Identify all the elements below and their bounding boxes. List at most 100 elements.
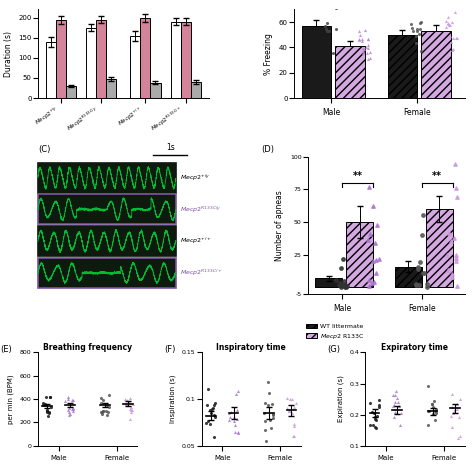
Point: [69, 396, 77, 403]
Point: [290, 422, 298, 429]
Point: [416, 258, 424, 266]
Point: [357, 31, 365, 39]
Point: [451, 405, 459, 413]
Point: [100, 407, 107, 415]
Point: [262, 438, 269, 445]
Point: [419, 212, 427, 219]
Bar: [38, 226, 176, 256]
Point: [325, 27, 333, 35]
Bar: [315, 278, 342, 287]
Point: [290, 432, 298, 439]
Point: [341, 283, 349, 290]
Text: (F): (F): [164, 345, 175, 354]
Point: [43, 407, 51, 414]
Bar: [394, 266, 422, 287]
Point: [392, 388, 400, 395]
Point: [450, 407, 458, 414]
Point: [419, 269, 426, 277]
Point: [448, 390, 456, 398]
Point: [448, 18, 456, 26]
Bar: [421, 31, 451, 98]
Point: [372, 269, 380, 277]
Point: [64, 393, 72, 401]
Point: [122, 400, 130, 408]
Point: [373, 424, 380, 431]
Point: [432, 405, 439, 413]
Point: [360, 46, 368, 53]
Point: [359, 49, 367, 57]
Point: [371, 423, 379, 430]
Point: [364, 236, 372, 244]
Point: [267, 417, 274, 424]
Point: [69, 404, 77, 412]
Point: [375, 255, 383, 263]
Point: [42, 401, 50, 409]
Point: [125, 398, 132, 405]
Point: [47, 393, 55, 401]
Point: [68, 397, 75, 404]
Point: [332, 4, 340, 12]
Bar: [46, 42, 56, 98]
Point: [66, 410, 73, 418]
Bar: [181, 21, 191, 98]
Point: [392, 408, 399, 415]
Point: [341, 281, 349, 289]
Bar: [140, 18, 150, 98]
Point: [452, 257, 460, 264]
Point: [269, 410, 277, 418]
Point: [289, 395, 296, 403]
Text: (C): (C): [38, 145, 50, 154]
Point: [369, 258, 376, 265]
Point: [389, 391, 397, 399]
Point: [394, 399, 402, 406]
Bar: [96, 19, 106, 98]
Title: Expiratory time: Expiratory time: [382, 343, 448, 352]
Point: [323, 27, 331, 35]
Point: [126, 405, 134, 413]
Point: [100, 407, 107, 415]
Point: [209, 405, 216, 413]
Y-axis label: Expiration (s): Expiration (s): [337, 375, 344, 422]
Point: [69, 407, 77, 414]
Point: [412, 280, 420, 287]
Point: [207, 406, 214, 414]
Text: (E): (E): [0, 345, 12, 354]
Point: [450, 34, 457, 42]
Point: [453, 35, 461, 42]
Point: [453, 251, 460, 259]
Point: [264, 401, 272, 409]
Point: [204, 385, 211, 393]
Point: [232, 428, 239, 436]
Legend: WT littermate, $\it{Mecp2}$ R133C: WT littermate, $\it{Mecp2}$ R133C: [303, 321, 367, 343]
Point: [417, 47, 425, 55]
Point: [408, 24, 416, 32]
Point: [358, 35, 366, 43]
Point: [287, 395, 294, 402]
Point: [100, 396, 107, 404]
Point: [264, 390, 272, 397]
Point: [391, 398, 398, 405]
Point: [374, 221, 381, 229]
Bar: [66, 86, 76, 98]
Point: [207, 420, 214, 428]
Point: [66, 405, 73, 412]
Point: [365, 283, 373, 290]
Point: [329, 49, 337, 56]
Point: [369, 279, 376, 287]
Point: [445, 14, 452, 21]
Point: [344, 282, 351, 290]
Point: [452, 449, 460, 456]
Point: [211, 413, 219, 421]
Point: [337, 283, 345, 291]
Point: [321, 22, 329, 30]
Point: [42, 393, 50, 401]
Point: [44, 409, 51, 416]
Point: [442, 23, 449, 31]
Point: [332, 25, 339, 33]
Point: [452, 34, 460, 42]
Point: [341, 283, 349, 291]
Point: [47, 403, 55, 410]
Text: 1s: 1s: [166, 144, 174, 153]
Text: **: **: [432, 172, 442, 182]
Point: [269, 412, 276, 419]
